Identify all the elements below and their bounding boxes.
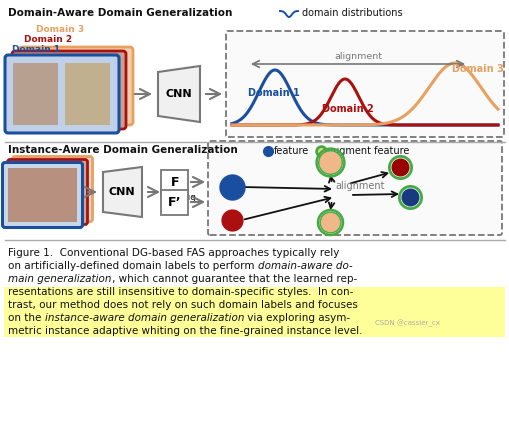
FancyBboxPatch shape [161,190,188,215]
Text: augment feature: augment feature [326,146,409,156]
FancyBboxPatch shape [208,141,501,235]
Text: F: F [171,175,179,188]
FancyBboxPatch shape [4,287,504,337]
FancyBboxPatch shape [3,163,82,227]
Text: Figure 1.  Conventional DG-based FAS approaches typically rely: Figure 1. Conventional DG-based FAS appr… [8,248,338,258]
FancyBboxPatch shape [12,51,126,129]
FancyBboxPatch shape [13,63,58,125]
Text: metric instance adaptive whiting on the fine-grained instance level.: metric instance adaptive whiting on the … [8,326,362,336]
Text: CNN: CNN [165,89,192,99]
Text: alignment: alignment [334,181,384,191]
FancyBboxPatch shape [19,47,133,125]
Text: alignment: alignment [333,52,381,61]
FancyBboxPatch shape [161,169,188,194]
Text: Domain 1: Domain 1 [247,88,299,98]
Text: F’: F’ [168,196,181,209]
Text: domain distributions: domain distributions [301,8,402,18]
FancyBboxPatch shape [8,168,77,222]
Text: domain-aware do-: domain-aware do- [257,261,352,271]
Text: Domain 2: Domain 2 [24,35,72,44]
Text: Domain 2: Domain 2 [321,104,373,114]
FancyBboxPatch shape [5,55,119,133]
Text: Domain 3: Domain 3 [36,25,84,34]
Text: Domain 3: Domain 3 [451,64,503,74]
Text: Domain 1: Domain 1 [12,45,60,54]
Text: via exploring asym-: via exploring asym- [244,313,350,323]
FancyBboxPatch shape [13,157,92,221]
FancyBboxPatch shape [225,31,503,137]
Text: trast, our method does not rely on such domain labels and focuses: trast, our method does not rely on such … [8,300,357,310]
Text: aug: aug [180,194,196,203]
Text: main generalization: main generalization [8,274,111,284]
Text: feature: feature [273,146,308,156]
Text: resentations are still insensitive to domain-specific styles.  In con-: resentations are still insensitive to do… [8,287,353,297]
Polygon shape [158,66,200,122]
Text: instance-aware domain generalization: instance-aware domain generalization [45,313,244,323]
Text: CSDN @cassier_cx: CSDN @cassier_cx [374,319,439,327]
FancyBboxPatch shape [8,160,88,224]
Text: on artificially-defined domain labels to perform: on artificially-defined domain labels to… [8,261,257,271]
FancyBboxPatch shape [65,63,110,125]
Polygon shape [103,167,142,217]
Text: Instance-Aware Domain Generalization: Instance-Aware Domain Generalization [8,145,237,155]
Text: Domain-Aware Domain Generalization: Domain-Aware Domain Generalization [8,8,232,18]
Text: , which cannot guarantee that the learned rep-: , which cannot guarantee that the learne… [111,274,356,284]
Text: CNN: CNN [108,187,135,197]
Text: on the: on the [8,313,45,323]
